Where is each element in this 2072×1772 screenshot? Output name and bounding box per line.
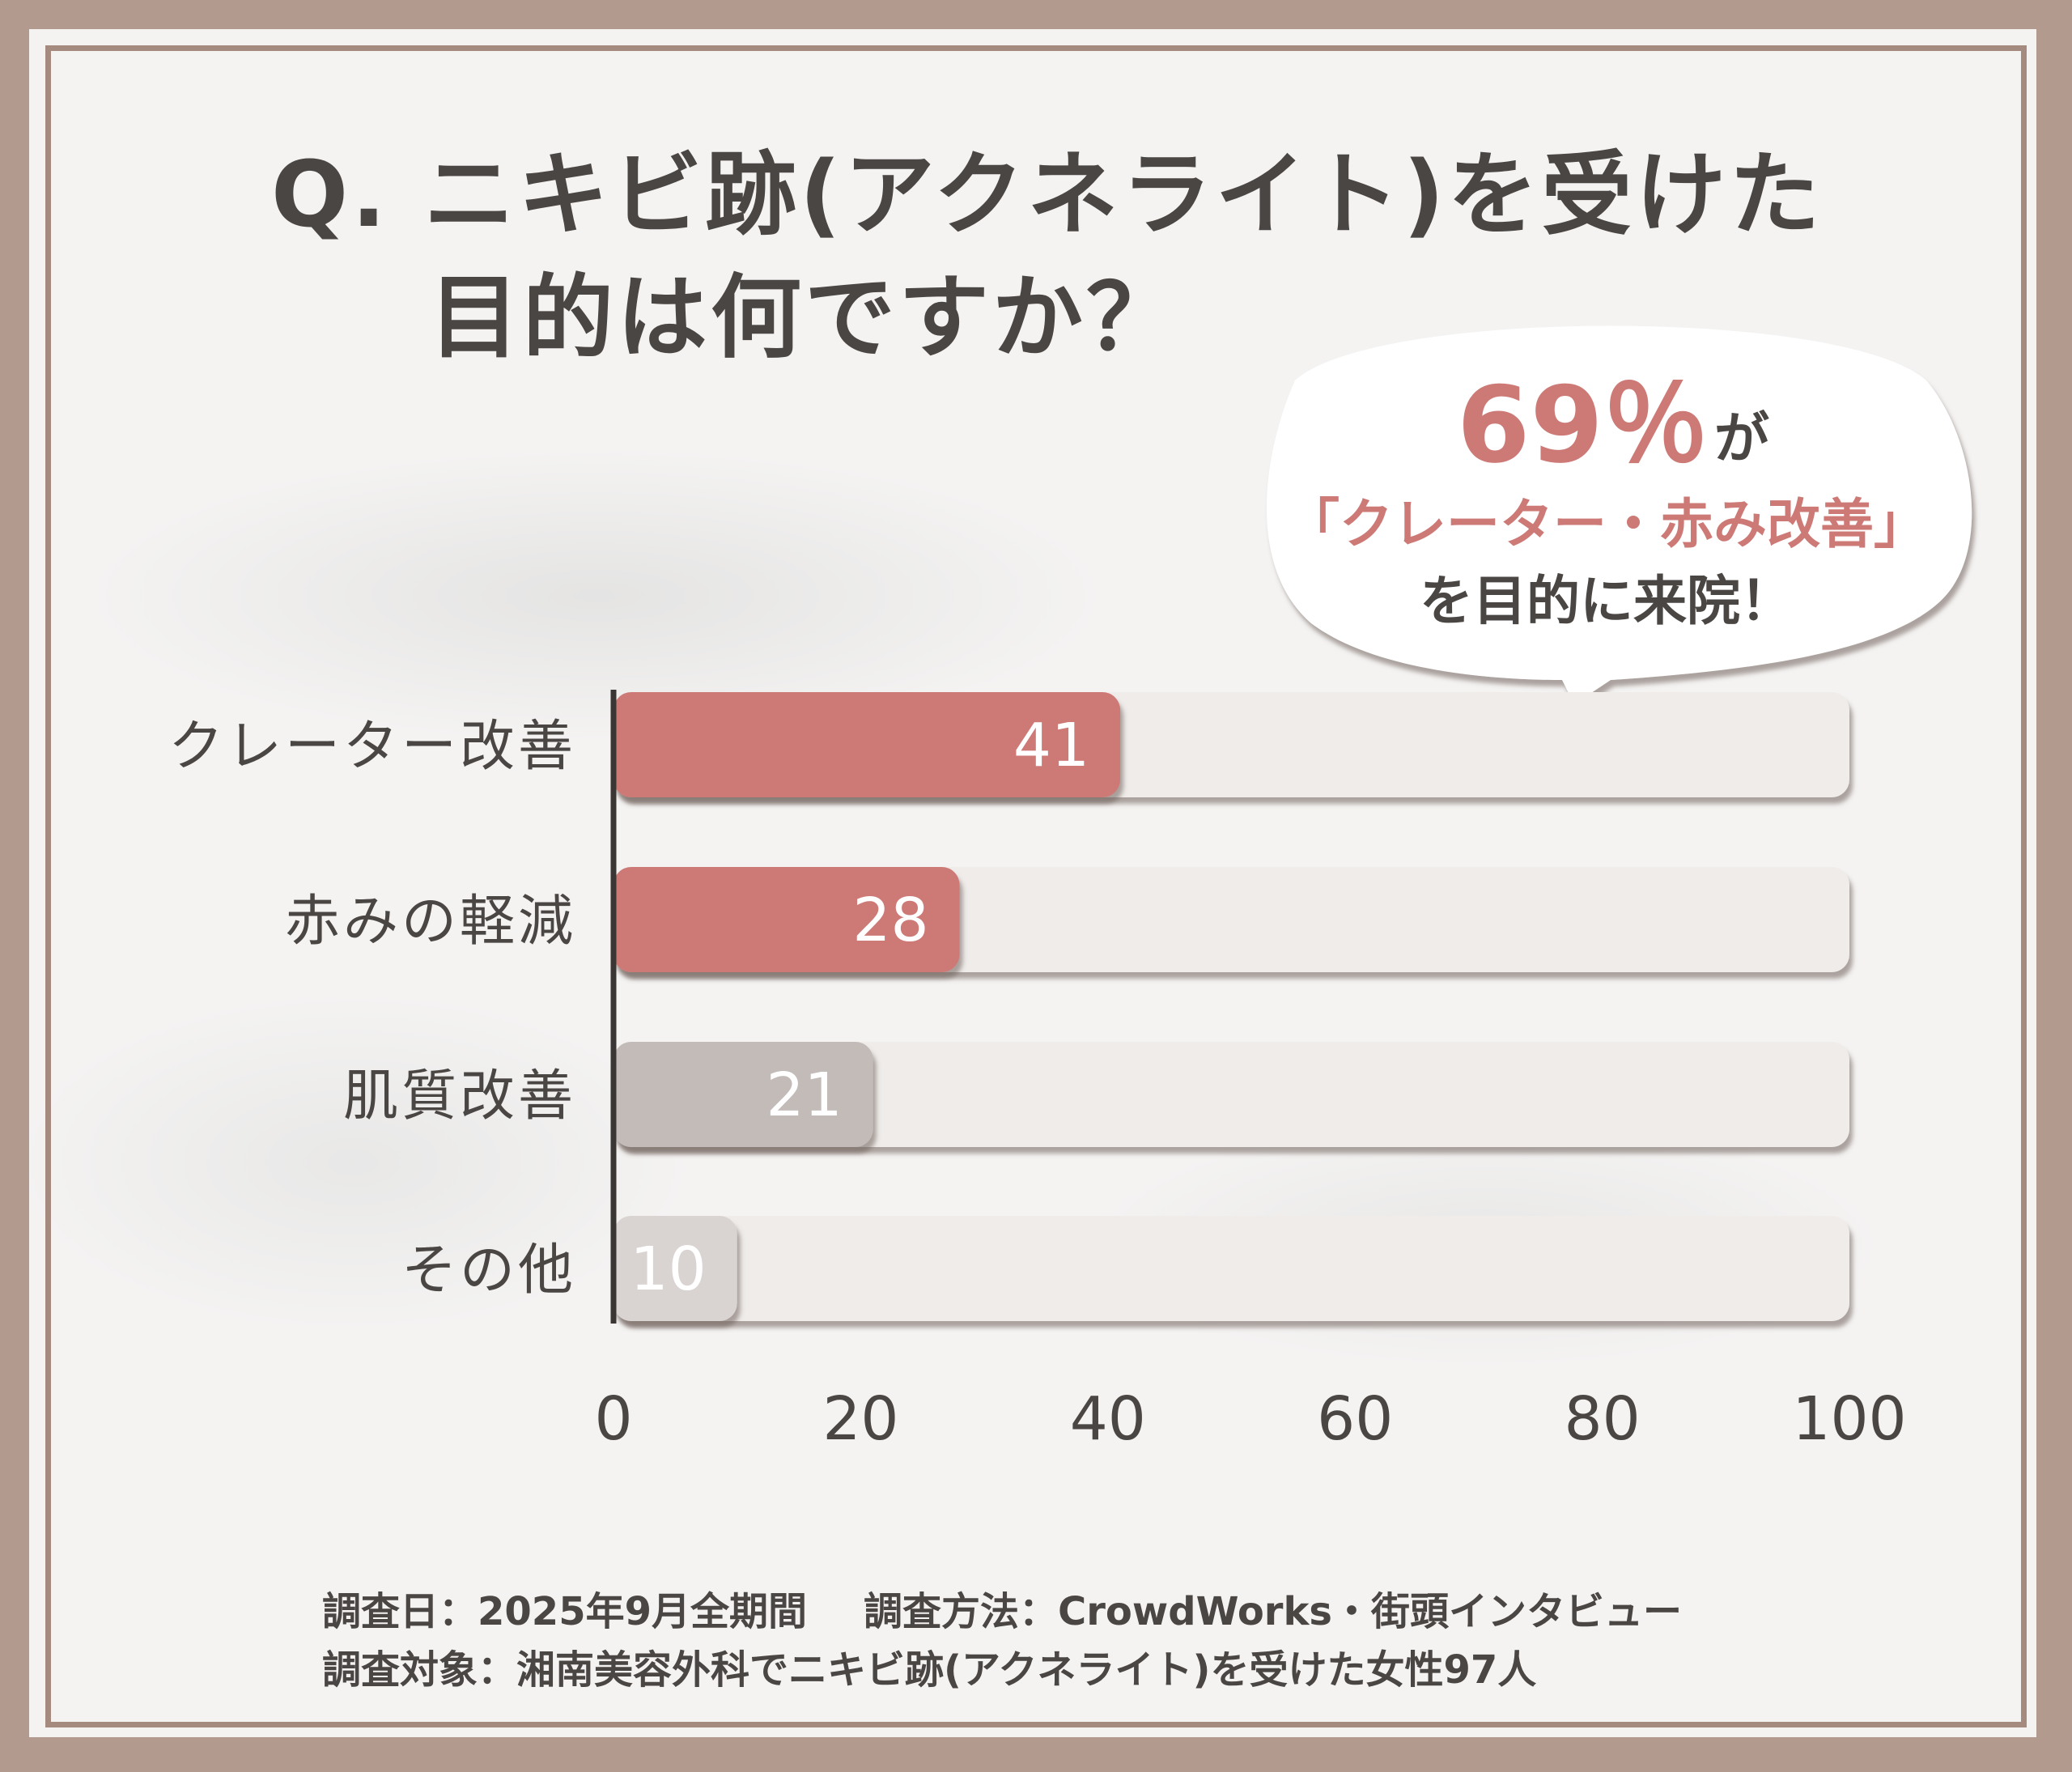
- bar-2: [614, 867, 960, 972]
- callout-highlight: 「クレーター・赤み改善」: [1286, 493, 1927, 555]
- category-label: 赤みの軽減: [285, 890, 576, 954]
- bar-track: [614, 1216, 1849, 1321]
- survey-target: 調査対象：湘南美容外科でニキビ跡(アクネライト)を受けた女性97人: [322, 1647, 1537, 1693]
- survey-date: 調査日：2025年9月全期間: [322, 1589, 807, 1634]
- bar-value-label: 41: [1013, 711, 1089, 780]
- bar-4: [614, 1216, 737, 1321]
- bar-track: [614, 1042, 1849, 1147]
- category-label: クレーター改善: [168, 715, 576, 779]
- category-label: 肌質改善: [343, 1064, 576, 1128]
- survey-method: 調査方法：CrowdWorks・街頭インタビュー: [864, 1589, 1682, 1634]
- x-tick-label: 20: [822, 1384, 898, 1454]
- bar-value-label: 10: [631, 1234, 707, 1304]
- category-label: その他: [401, 1239, 576, 1302]
- chart-title: Q. ニキビ跡(アクネライト)を受けた 目的は何ですか？: [271, 134, 1824, 380]
- survey-footer: 調査日：2025年9月全期間 調査方法：CrowdWorks・街頭インタビュー 調…: [322, 1583, 1682, 1699]
- x-tick-label: 100: [1792, 1384, 1906, 1454]
- bar-3: [614, 1042, 873, 1147]
- callout-bubble: 69％ が 「クレーター・赤み改善」 を目的に来院！: [1267, 325, 1972, 771]
- x-tick-label: 60: [1317, 1384, 1393, 1454]
- title-line-2: 目的は何ですか？: [429, 266, 1180, 371]
- callout-line-3: を目的に来院！: [1420, 570, 1794, 632]
- x-tick-label: 40: [1070, 1384, 1146, 1454]
- x-axis-ticks: 0 20 40 60 80 100: [594, 1384, 1906, 1454]
- x-tick-label: 80: [1565, 1384, 1641, 1454]
- bar-1: [614, 692, 1121, 797]
- card-frame: [45, 45, 2027, 1727]
- bars: 41 28 21 10: [614, 692, 1121, 1321]
- bar-value-label: 21: [766, 1060, 842, 1130]
- title-line-1: Q. ニキビ跡(アクネライト)を受けた: [271, 142, 1824, 248]
- callout-percent: 69％: [1457, 363, 1709, 487]
- callout-suffix: が: [1714, 407, 1769, 471]
- bar-value-label: 28: [852, 886, 928, 955]
- x-tick-label: 0: [594, 1384, 632, 1454]
